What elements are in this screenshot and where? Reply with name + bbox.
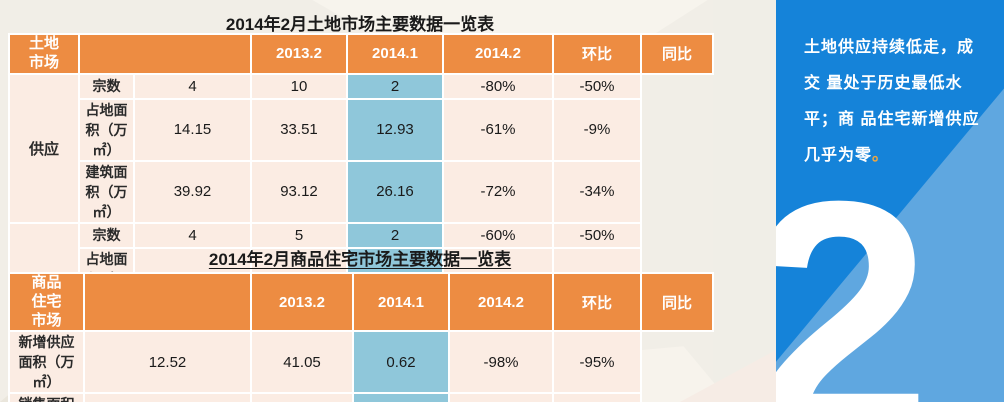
header-spacer [83,271,252,333]
change-cell: -61% [442,97,554,162]
change-cell: -95% [552,330,642,395]
table-row: 供应 宗数 4 10 2 -80% -50% [8,72,713,224]
housing-market-table: 商品 住宅 市场 2013.2 2014.1 2014.2 环比 同比 新增供应面积（万㎡）… [8,271,714,402]
value-cell: 39.92 [133,159,252,224]
column-header: 环比 [552,33,642,75]
change-cell: -98% [448,330,554,395]
change-cell: -72% [442,159,554,224]
value-cell: 41.05 [250,330,354,395]
column-header: 2014.2 [448,271,554,333]
metric-label: 宗数 [78,72,135,100]
table-row: 建筑面积（万㎡） 39.92 93.12 26.16 -72% -34% [9,159,713,224]
column-header: 2013.2 [250,271,354,333]
group-header: 土地 市场 [8,33,80,75]
value-cell: 5 [250,221,348,249]
column-header: 2013.2 [250,33,348,75]
note-period: 。 [872,147,890,164]
value-cell: 4 [133,221,252,249]
value-cell: 2 [346,221,444,249]
metric-label: 宗数 [78,221,135,249]
value-cell: 14.15 [133,97,252,162]
group-header: 商品 住宅 市场 [8,271,85,333]
sidebar-panel: 2 土地供应持续低走，成交 量处于历史最低水平；商 品住宅新增供应几乎为零。 [776,0,1004,402]
change-cell: -34% [552,159,642,224]
change-cell: -80% [442,72,554,100]
value-cell: 4 [133,72,252,100]
metric-label: 建筑面积（万㎡） [78,159,135,224]
column-header: 环比 [552,271,642,333]
value-cell: 37.3 [250,392,354,402]
change-cell: -50% [552,72,642,100]
table-row: 销售面积（万㎡）46.4937.329.47-21%-37% [8,392,713,402]
value-cell: 93.12 [250,159,348,224]
change-cell: -9% [552,97,642,162]
column-header: 同比 [640,271,714,333]
value-cell: 26.16 [346,159,444,224]
land-market-table-title: 2014年2月土地市场主要数据一览表 [225,15,495,34]
column-header: 同比 [640,33,714,75]
column-header: 2014.1 [346,33,444,75]
value-cell: 12.52 [83,330,252,395]
sidebar-note: 土地供应持续低走，成交 量处于历史最低水平；商 品住宅新增供应几乎为零。 [804,30,986,174]
note-line: 量处于历史最低水平；商 [804,75,963,128]
note-line: 土地供应持续低走，成交 [804,39,975,92]
metric-label: 销售面积（万㎡） [8,392,85,402]
value-cell: 46.49 [83,392,252,402]
housing-market-table-title: 2014年2月商品住宅市场主要数据一览表 [208,250,512,269]
value-cell: 29.47 [352,392,450,402]
column-header: 2014.1 [352,271,450,333]
table-row: 新增供应面积（万㎡） 12.52 41.05 0.62 -98% -95% [8,330,713,395]
background-shape [713,0,776,402]
value-cell: 12.93 [346,97,444,162]
change-cell: -60% [442,221,554,249]
table-row: 成交宗数452-60%-50% [8,221,713,373]
value-cell: 33.51 [250,97,348,162]
section-header: 供应 [8,72,80,224]
column-header: 2014.2 [442,33,554,75]
metric-label: 占地面积（万㎡） [78,97,135,162]
value-cell: 0.62 [352,330,450,395]
change-cell: -37% [552,392,642,402]
table-row: 占地面积（万㎡） 14.15 33.51 12.93 -61% -9% [9,97,713,162]
section-number: 2 [776,132,932,402]
value-cell: 10 [250,72,348,100]
header-spacer [78,33,252,75]
metric-label: 新增供应面积（万㎡） [8,330,85,395]
note-line: 品住宅新增供应几乎为零 [804,111,980,164]
value-cell: 2 [346,72,444,100]
change-cell: -21% [448,392,554,402]
change-cell: -50% [552,221,642,249]
